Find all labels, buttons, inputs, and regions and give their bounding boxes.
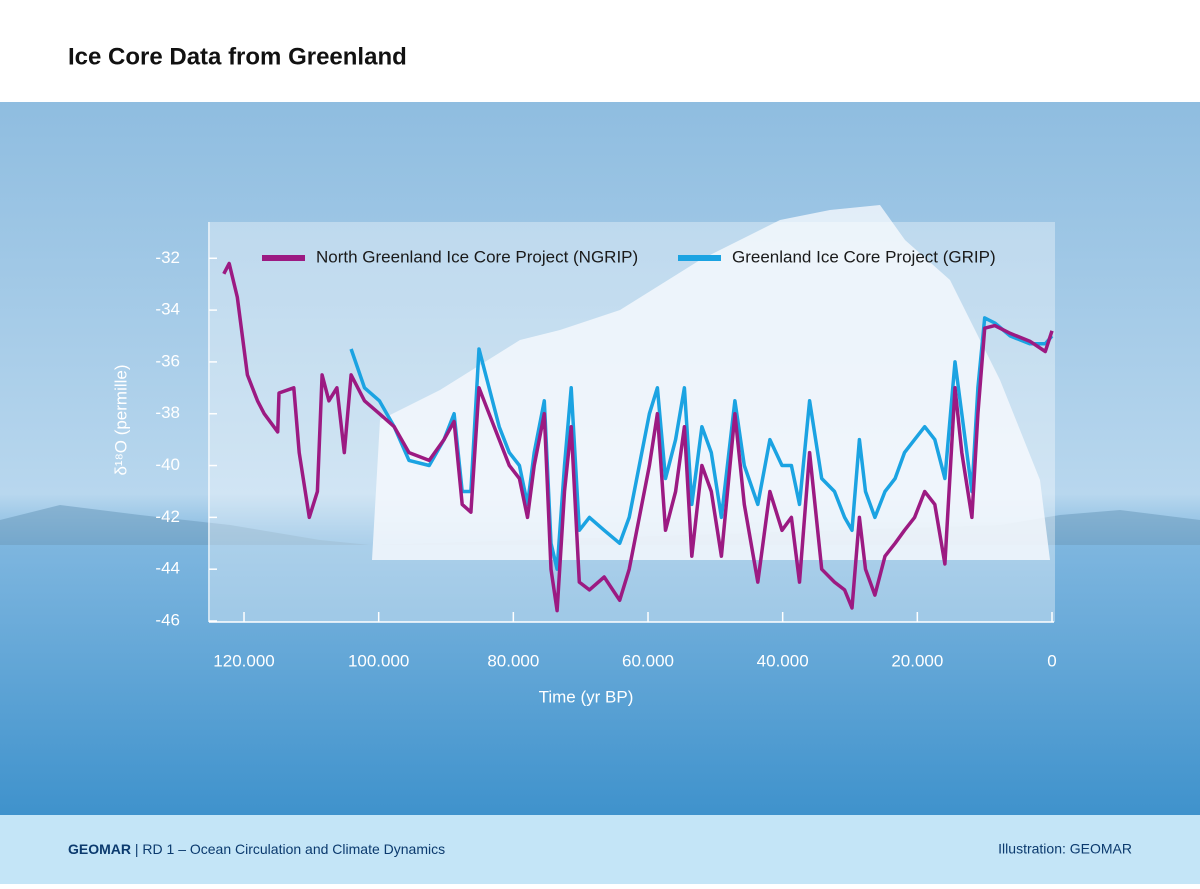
page-title: Ice Core Data from Greenland	[68, 43, 407, 70]
x-tick-label: 120.000	[213, 651, 274, 670]
y-tick-label: -36	[155, 351, 180, 370]
footer-left: GEOMAR | RD 1 – Ocean Circulation and Cl…	[68, 841, 445, 857]
x-tick-label: 0	[1047, 651, 1056, 670]
legend-label: Greenland Ice Core Project (GRIP)	[732, 247, 996, 266]
iceberg	[372, 205, 1050, 560]
y-axis-label: δ¹⁸O (permille)	[111, 364, 130, 475]
y-tick-label: -32	[155, 248, 180, 267]
x-tick-label: 60.000	[622, 651, 674, 670]
y-tick-label: -46	[155, 610, 180, 629]
x-tick-label: 100.000	[348, 651, 409, 670]
series-line	[222, 261, 1054, 613]
y-tick-label: -44	[155, 559, 180, 578]
footer-bg	[0, 815, 1200, 884]
y-tick-label: -34	[155, 300, 180, 319]
legend: North Greenland Ice Core Project (NGRIP)…	[262, 247, 996, 266]
footer-division: | RD 1 – Ocean Circulation and Climate D…	[135, 841, 445, 857]
x-axis-label: Time (yr BP)	[539, 687, 634, 706]
footer-credit: Illustration: GEOMAR	[998, 841, 1132, 857]
y-tick-label: -38	[155, 403, 180, 422]
series-line	[349, 316, 1054, 571]
y-tick-label: -40	[155, 455, 180, 474]
x-tick-label: 80.000	[487, 651, 539, 670]
y-tick-label: -42	[155, 507, 180, 526]
x-tick-label: 40.000	[757, 651, 809, 670]
legend-label: North Greenland Ice Core Project (NGRIP)	[316, 247, 638, 266]
x-tick-label: 20.000	[891, 651, 943, 670]
footer-org: GEOMAR	[68, 841, 131, 857]
header-bg	[0, 0, 1200, 102]
